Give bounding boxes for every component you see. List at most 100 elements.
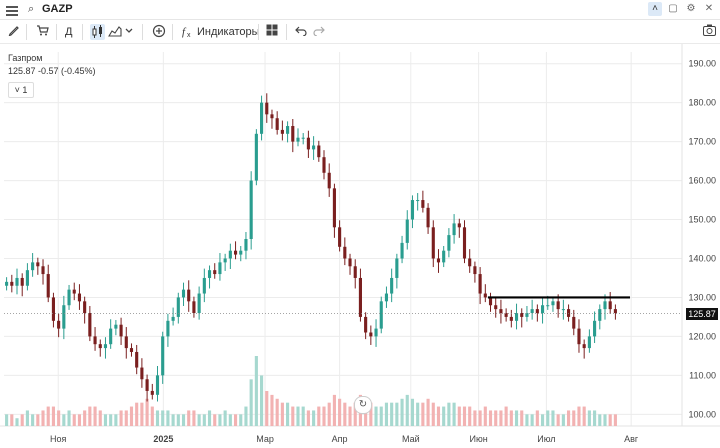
candle-body xyxy=(275,118,279,130)
volume-bar xyxy=(499,410,503,426)
legend-collapse-button[interactable]: ˅ 1 xyxy=(8,82,34,98)
candle-body xyxy=(608,301,612,310)
symbol-label[interactable]: GAZP xyxy=(42,3,73,15)
candle-body xyxy=(260,102,264,134)
volume-bar xyxy=(390,402,394,426)
divider xyxy=(258,24,259,40)
price-change: 125.87 -0.57 (-0.45%) xyxy=(8,66,96,76)
candle-body xyxy=(306,137,310,150)
volume-bar xyxy=(51,406,55,426)
volume-bar xyxy=(46,406,50,426)
candle-body xyxy=(31,262,35,271)
volume-bar xyxy=(176,414,180,426)
candle-body xyxy=(207,270,212,278)
menu-icon[interactable] xyxy=(6,4,18,16)
volume-bar xyxy=(223,410,227,426)
volume-bar xyxy=(395,402,399,426)
candle-body xyxy=(249,180,253,239)
volume-bar xyxy=(260,375,264,426)
price-chart[interactable]: 190.00 180.00 170.00 160.00 150.00 140.00 130.… xyxy=(0,44,720,448)
cart-icon[interactable] xyxy=(36,24,49,40)
candle-body xyxy=(41,266,45,275)
candle-body xyxy=(400,242,404,259)
volume-bar xyxy=(20,414,24,426)
volume-bar xyxy=(98,410,102,426)
volume-bar xyxy=(520,410,524,426)
candle-body xyxy=(181,289,186,298)
close-icon[interactable]: ✕ xyxy=(704,3,714,14)
candle-body xyxy=(561,309,565,311)
area-chart-icon[interactable] xyxy=(108,24,122,40)
layout-icon[interactable] xyxy=(266,24,278,40)
indicators-button[interactable]: Индикаторы xyxy=(197,26,260,38)
candle-body xyxy=(25,270,29,286)
candle-body xyxy=(20,277,24,286)
volume-bar xyxy=(254,356,258,426)
settings-icon[interactable]: ⚙ xyxy=(686,3,696,14)
candle-body xyxy=(171,316,175,321)
candle-body xyxy=(587,336,591,349)
pencil-icon[interactable] xyxy=(8,24,20,40)
volume-bar xyxy=(327,402,331,426)
candle-body xyxy=(442,250,446,263)
volume-bar xyxy=(478,410,482,426)
divider xyxy=(142,24,143,40)
candle-body xyxy=(546,305,550,307)
volume-bar xyxy=(181,414,186,426)
undo-icon[interactable] xyxy=(295,24,307,40)
volume-bar xyxy=(546,410,550,426)
candle-body xyxy=(410,200,415,220)
candle-body xyxy=(296,137,300,142)
candles-icon[interactable] xyxy=(90,24,105,40)
search-icon[interactable]: ⌕ xyxy=(28,3,35,15)
volume-bar xyxy=(421,402,425,426)
volume-bar xyxy=(608,414,612,426)
candle-body xyxy=(598,309,602,321)
y-tick-label: 120.00 xyxy=(688,331,716,341)
candle-body xyxy=(98,344,102,349)
legend-collapse-count: 1 xyxy=(22,85,28,95)
y-tick-label: 190.00 xyxy=(688,59,716,69)
candle-body xyxy=(15,277,19,286)
volume-bar xyxy=(296,406,300,426)
volume-bar xyxy=(31,414,35,426)
candle-body xyxy=(103,344,108,349)
volume-bar xyxy=(140,402,144,426)
redo-icon[interactable] xyxy=(313,24,325,40)
candle-body xyxy=(390,277,394,294)
candle-body xyxy=(343,246,347,259)
candle-body xyxy=(129,348,134,352)
volume-bar xyxy=(265,391,269,426)
restore-icon[interactable]: ▢ xyxy=(668,3,678,14)
volume-bar xyxy=(301,406,305,426)
volume-bar xyxy=(426,398,430,426)
volume-bar xyxy=(161,410,165,426)
volume-bar xyxy=(207,410,212,426)
reset-zoom-icon[interactable]: ↻ xyxy=(354,396,372,414)
add-compare-icon[interactable] xyxy=(152,24,166,40)
candle-body xyxy=(176,297,180,317)
interval-button[interactable]: Д xyxy=(65,26,73,38)
candle-body xyxy=(83,301,87,314)
volume-bar xyxy=(244,406,248,426)
volume-bar xyxy=(353,402,357,426)
candle-body xyxy=(5,281,9,286)
volume-bar xyxy=(561,414,565,426)
camera-icon[interactable] xyxy=(703,24,716,40)
candle-body xyxy=(46,274,50,298)
chevron-up-icon[interactable]: ˄ xyxy=(648,2,662,16)
volume-bar xyxy=(15,418,19,426)
volume-bar xyxy=(155,410,160,426)
volume-bar xyxy=(593,410,597,426)
candle-body xyxy=(462,227,467,259)
x-tick-label: 2025 xyxy=(153,434,173,444)
candle-body xyxy=(384,293,389,302)
volume-bar xyxy=(187,410,191,426)
volume-bar xyxy=(109,414,113,426)
volume-bar xyxy=(150,406,154,426)
candle-body xyxy=(374,328,378,337)
chevron-down-icon[interactable] xyxy=(124,24,134,40)
y-tick-label: 160.00 xyxy=(688,176,716,186)
volume-bar xyxy=(62,414,66,426)
